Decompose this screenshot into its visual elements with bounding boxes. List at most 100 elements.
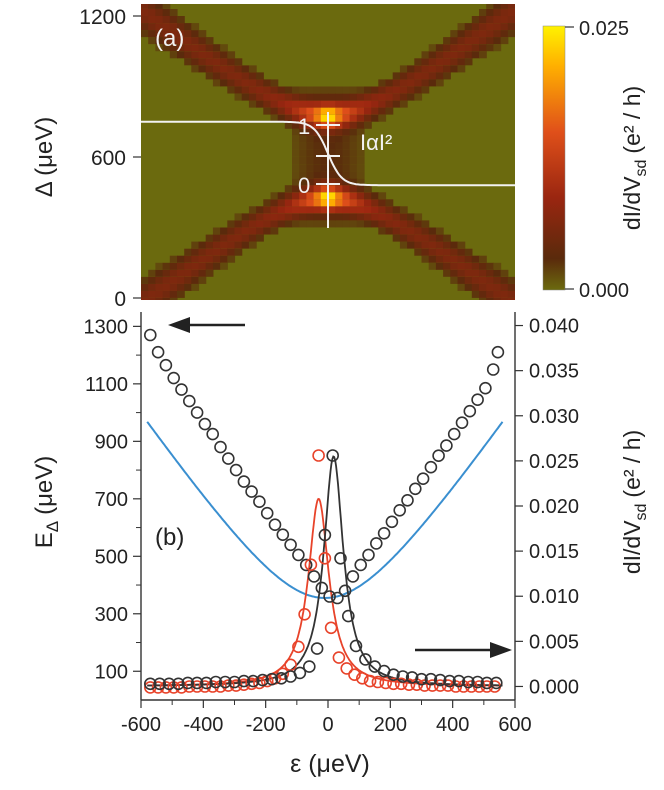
heatmap-cell (220, 241, 228, 249)
b-right-tick-label: 0.035 (529, 361, 579, 383)
heatmap-cell (277, 199, 286, 207)
heatmap-cell (364, 213, 372, 221)
b-x-tick-label: 0 (322, 714, 333, 736)
heatmap-cell (155, 4, 164, 9)
heatmap-cell (450, 269, 459, 277)
heatmap-cell (479, 44, 487, 52)
black-conductance-point (228, 675, 241, 689)
heatmap-cell (141, 283, 149, 291)
heatmap-cell (212, 44, 221, 52)
heatmap-cell (169, 262, 178, 270)
red-conductance-point (379, 676, 393, 690)
energy-point (432, 449, 445, 463)
energy-point (479, 381, 492, 395)
heatmap-cell (457, 262, 466, 270)
heatmap-cell (356, 86, 365, 94)
heatmap-cell (313, 164, 322, 172)
heatmap-cell (479, 255, 487, 263)
heatmap-cell (450, 248, 459, 256)
energy-point (206, 427, 219, 441)
black-conductance-point (153, 677, 166, 691)
colorbar-label: dI/dVsd (e² / h) (619, 86, 650, 230)
heatmap-cell (450, 262, 459, 270)
heatmap-cell (378, 93, 387, 101)
heatmap-cell (227, 227, 236, 235)
heatmap-cell (169, 30, 178, 38)
heatmap-cell (155, 283, 164, 291)
heatmap-cell (486, 269, 494, 277)
heatmap-cell (500, 283, 509, 291)
heatmap-cell (299, 121, 307, 129)
heatmap-cell (248, 213, 257, 221)
heatmap-cell (356, 220, 365, 228)
heatmap-cell (148, 9, 156, 17)
b-xlabel: ε (μeV) (290, 750, 370, 778)
heatmap-cell (378, 79, 387, 87)
heatmap-cell (141, 305, 149, 312)
heatmap-cell (205, 262, 214, 270)
heatmap-cell (385, 107, 394, 115)
b-left-axis-label: EΔ (μeV) (31, 456, 62, 549)
b-right-tick-label: 0.015 (529, 541, 579, 563)
heatmap-cell (399, 65, 408, 73)
heatmap-cell (227, 65, 236, 73)
heatmap-cell (292, 86, 300, 94)
energy-point (447, 427, 461, 441)
heatmap-cell (392, 234, 401, 242)
black-conductance-point (359, 653, 372, 666)
heatmap-cell (284, 192, 293, 200)
b-right-label-unit: (e² / h) (619, 430, 645, 498)
heatmap-cell (428, 51, 437, 59)
heatmap-cell (457, 65, 466, 73)
heatmap-cell (277, 213, 286, 221)
heatmap-cell (414, 65, 423, 73)
heatmap-cell (234, 65, 243, 73)
heatmap-cell (184, 283, 192, 291)
heatmap-cell (335, 100, 343, 108)
heatmap-cell (414, 227, 423, 235)
heatmap-cell (306, 86, 315, 94)
heatmap-cell (198, 44, 207, 52)
heatmap-cell (184, 23, 192, 31)
heatmap-cell (486, 9, 494, 17)
heatmap-cell (313, 114, 322, 122)
heatmap-cell (155, 37, 164, 45)
heatmap-cell (299, 164, 307, 172)
heatmap-cell (493, 269, 502, 277)
heatmap-cell (256, 220, 264, 228)
heatmap-cell (349, 185, 358, 193)
heatmap-cell (349, 107, 358, 115)
heatmap-cell (414, 93, 423, 101)
heatmap-cell (163, 305, 171, 312)
heatmap-cell (428, 262, 437, 270)
red-conductance-point (340, 662, 354, 675)
heatmap-cell (212, 79, 221, 87)
heatmap-cell (493, 262, 502, 270)
heatmap-cell (284, 206, 293, 214)
energy-point (284, 538, 297, 552)
heatmap-cell (421, 51, 430, 59)
energy-point (362, 548, 375, 562)
heatmap-cell (220, 234, 228, 242)
heatmap-cell (320, 114, 329, 122)
red-conductance-point (159, 681, 173, 694)
heatmap-cell (335, 185, 343, 193)
heatmap-cell (212, 227, 221, 235)
heatmap-cell (443, 262, 451, 270)
heatmap-cell (162, 4, 171, 9)
heatmap-cell (191, 37, 200, 45)
black-conductance-point (341, 609, 355, 623)
heatmap-cell (500, 298, 509, 300)
heatmap-cell (508, 305, 516, 312)
b-left-ticks: 100 300 500 700 900 1100 1300 (84, 316, 141, 683)
heatmap-cell (421, 248, 430, 256)
heatmap-cell (177, 269, 185, 277)
heatmap-cell (256, 93, 264, 101)
heatmap-cell (198, 262, 207, 270)
heatmap-cell (435, 65, 444, 73)
heatmap-cell (256, 100, 264, 108)
heatmap-cell (198, 276, 207, 284)
heatmap-cell (457, 23, 466, 31)
heatmap-cell (234, 248, 243, 256)
